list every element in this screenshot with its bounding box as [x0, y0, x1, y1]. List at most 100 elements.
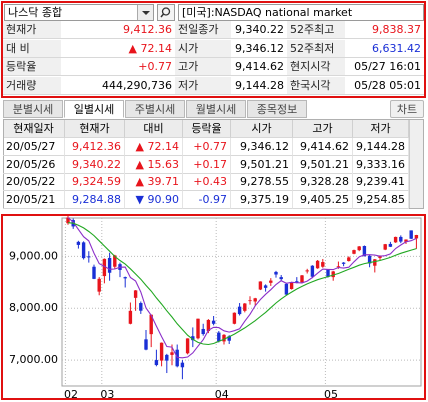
candle-body: [399, 236, 403, 242]
index-select[interactable]: 나스닥 종합: [4, 4, 154, 21]
tab[interactable]: 월별시세: [186, 100, 246, 118]
table-value: 9,254.85: [353, 190, 409, 209]
candle-body: [357, 246, 361, 251]
candle-body: [175, 349, 179, 367]
table-value: 9,144.28: [353, 138, 409, 156]
candle-body: [243, 303, 247, 311]
quote-label: 거래량: [3, 76, 61, 95]
candle-body: [149, 314, 153, 335]
candle-body: [128, 310, 133, 324]
candle-body: [107, 257, 112, 273]
table-value: 9,346.12: [231, 138, 293, 156]
quote-value: 9,346.12: [231, 40, 287, 58]
table-value: 9,414.62: [293, 138, 353, 156]
candle-body: [232, 312, 237, 324]
candle-body: [217, 332, 221, 342]
table-value: 9,284.88: [65, 190, 125, 209]
candle-body: [165, 354, 169, 361]
x-tick-label: 03: [100, 388, 114, 401]
candle-body: [367, 255, 372, 264]
candle-body: [227, 336, 231, 341]
quote-value: 444,290,736: [61, 77, 175, 95]
table-value: ▲ 39.71: [125, 173, 183, 191]
candle-body: [170, 352, 174, 355]
candle-body: [409, 230, 413, 239]
candle-body: [373, 259, 377, 266]
table-value: 9,239.41: [353, 173, 409, 191]
candle-body: [185, 338, 190, 354]
table-value: -0.97: [183, 190, 231, 209]
candle-body: [341, 262, 346, 264]
market-field: [미국]:NASDAQ national market: [178, 4, 424, 21]
quote-value: ▲ 72.14: [61, 40, 175, 58]
candle-body: [263, 285, 268, 288]
candle-body: [66, 217, 70, 224]
candle-body: [139, 303, 143, 311]
candle-body: [133, 290, 138, 298]
candle-body: [206, 319, 211, 332]
candle-body: [378, 255, 382, 258]
moving-average-line: [67, 217, 417, 359]
table-value: 9,405.25: [293, 190, 353, 209]
quote-label: 고가: [175, 58, 231, 76]
quote-value: 9,412.36: [61, 21, 175, 39]
quote-label: 전일종가: [175, 21, 231, 39]
candle-body: [222, 334, 226, 342]
candle-body: [81, 242, 86, 259]
candle-body: [211, 320, 216, 324]
table-value: 9,340.22: [65, 155, 125, 174]
moving-average-line: [67, 222, 417, 346]
candle-body: [336, 266, 341, 268]
candle-body: [347, 257, 351, 262]
table-date: 20/05/21: [3, 190, 65, 209]
search-icon: [160, 7, 171, 18]
candle-body: [191, 336, 195, 341]
candle-body: [102, 258, 107, 277]
candle-body: [388, 243, 393, 247]
tab[interactable]: 분별시세: [3, 100, 63, 118]
table-value: 9,324.59: [65, 173, 125, 191]
tab[interactable]: 주별시세: [125, 100, 185, 118]
candle-body: [274, 271, 278, 275]
quote-label: 저가: [175, 76, 231, 95]
quote-frame: [1, 1, 426, 98]
column-header: 고가: [293, 120, 353, 138]
column-header: 현재일자: [3, 120, 65, 138]
candle-body: [362, 246, 367, 257]
candle-body: [289, 282, 294, 290]
candle-body: [321, 262, 325, 267]
candle-body: [201, 328, 205, 335]
index-name: 나스닥 종합: [8, 6, 63, 19]
candle-body: [269, 280, 273, 283]
search-button[interactable]: [157, 4, 175, 21]
candle-body: [300, 275, 304, 283]
plot-area: [61, 217, 422, 387]
quote-label: 시가: [175, 39, 231, 58]
dropdown-arrow[interactable]: [137, 5, 153, 20]
candle-body: [123, 277, 127, 279]
table-value: 9,328.28: [293, 173, 353, 191]
candle-body: [258, 281, 263, 290]
table-date: 20/05/27: [3, 138, 65, 156]
tab[interactable]: 일별시세: [64, 100, 124, 118]
quote-value: 6,631.42: [345, 40, 424, 58]
quote-label: 52주최저: [287, 39, 345, 58]
candle-body: [310, 265, 315, 277]
candle-body: [92, 266, 96, 279]
chart-button[interactable]: 차트: [390, 100, 424, 118]
quote-label: 등락율: [3, 58, 61, 76]
quote-value: +0.77: [61, 58, 175, 76]
table-value: +0.77: [183, 138, 231, 156]
table-frame: [3, 119, 424, 209]
table-value: 9,333.16: [353, 155, 409, 174]
candle-body: [159, 342, 164, 361]
candle-body: [237, 306, 242, 315]
table-value: 9,375.19: [231, 190, 293, 209]
tab[interactable]: 종목정보: [247, 100, 307, 118]
candle-body: [97, 278, 101, 292]
candle-body: [87, 256, 91, 258]
table-value: 9,501.21: [231, 155, 293, 174]
table-date: 20/05/22: [3, 173, 65, 191]
market-name: [미국]:NASDAQ national market: [182, 6, 353, 19]
y-tick-label: 9,000.00: [9, 249, 58, 262]
